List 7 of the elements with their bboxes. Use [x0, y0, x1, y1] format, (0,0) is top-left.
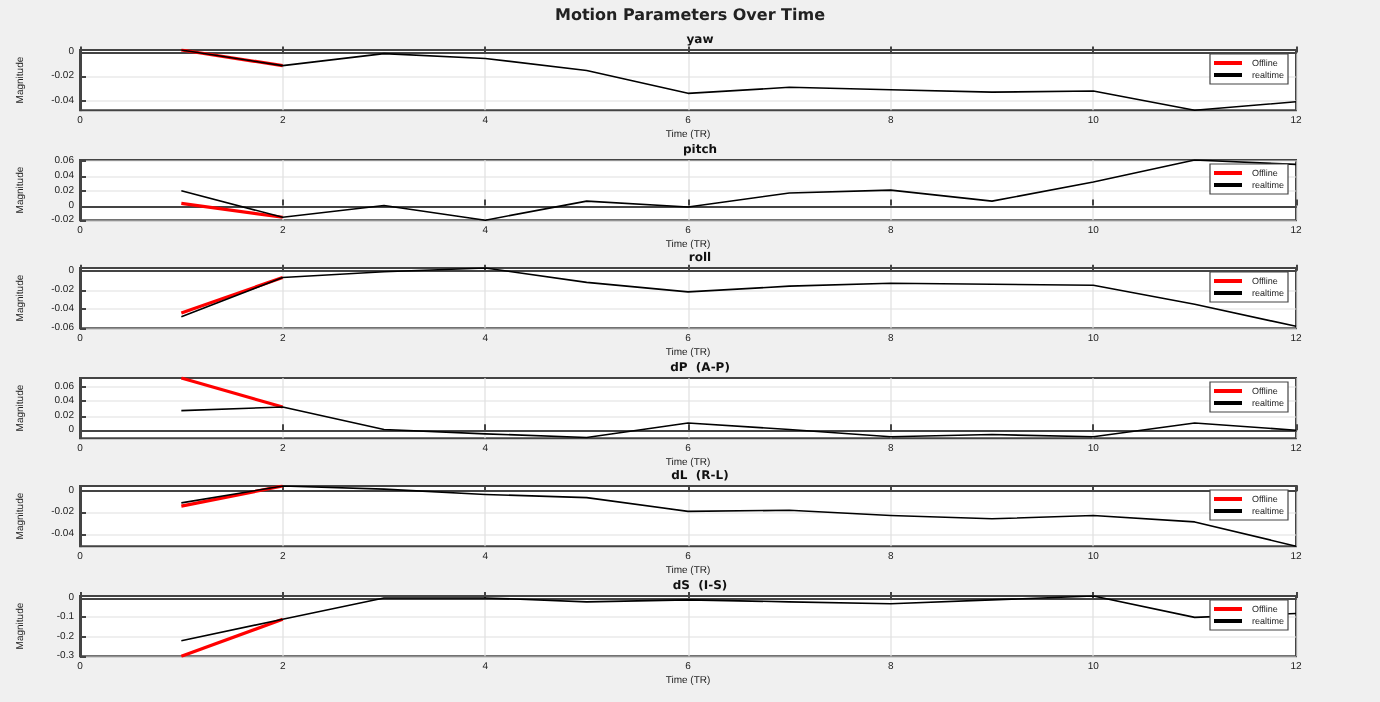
line-series [180, 485, 1297, 547]
line-series [180, 158, 1297, 220]
text: Motion Parameters Over Time [552, 6, 828, 24]
line-series [180, 49, 1297, 111]
line-series [180, 405, 1297, 438]
line-series [180, 267, 1297, 328]
line-series [180, 594, 1297, 641]
